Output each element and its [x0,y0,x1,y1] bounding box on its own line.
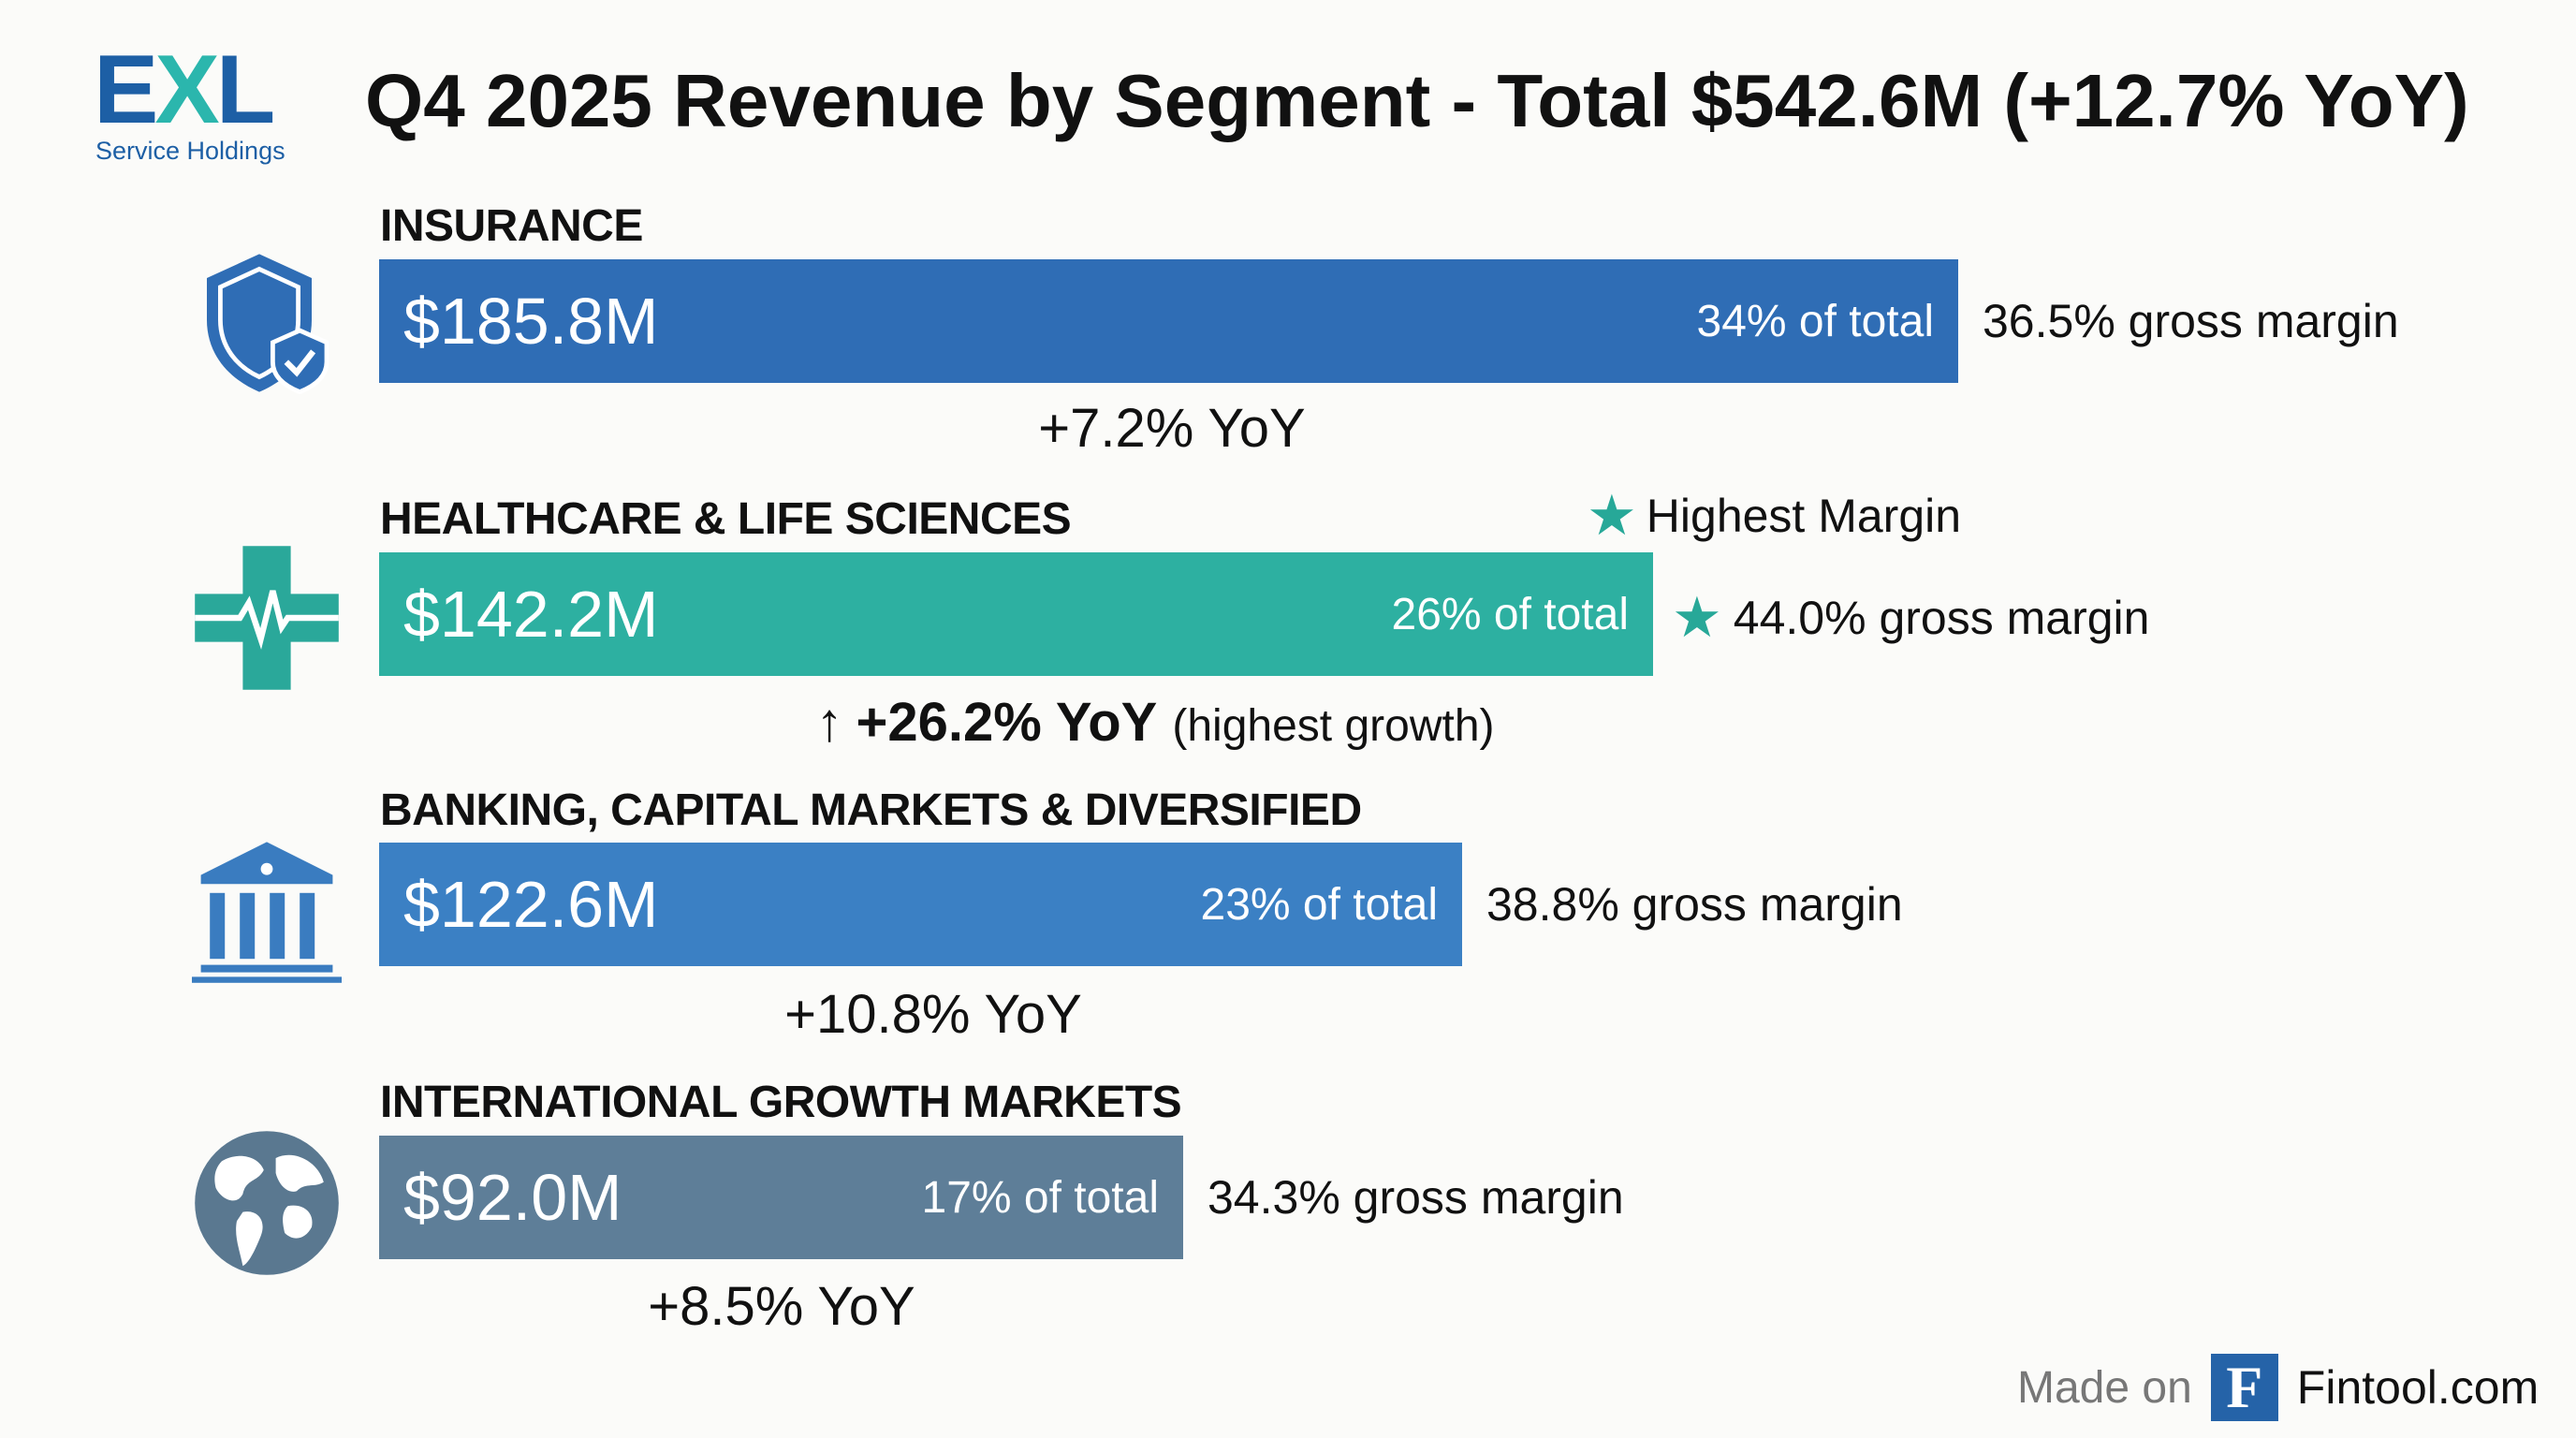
bar-value: $122.6M [403,868,659,941]
bar-international: $92.0M 17% of total [379,1136,1183,1259]
segment-label: INSURANCE [380,201,643,251]
gross-margin: 38.8% gross margin [1486,878,1903,931]
bar-value: $142.2M [403,578,659,651]
footer-attribution: Made on F Fintool.com [2017,1354,2539,1421]
shield-check-icon [207,254,329,395]
segment-label: HEALTHCARE & LIFE SCIENCES [380,494,1072,544]
bar-share: 23% of total [1200,879,1439,930]
fintool-link[interactable]: Fintool.com [2296,1361,2539,1414]
star-icon: ★ [1672,586,1722,649]
bar-value: $92.0M [403,1161,622,1234]
medical-cross-icon [195,546,339,690]
bar-insurance: $185.8M 34% of total [379,259,1958,383]
exl-logo: EXL [94,36,275,144]
chart-title: Q4 2025 Revenue by Segment - Total $542.… [365,59,2469,142]
bar-value: $185.8M [403,285,659,358]
bar-share: 26% of total [1391,589,1630,639]
highest-margin-badge: ★ Highest Margin [1587,484,1962,547]
gross-margin: 36.5% gross margin [1983,295,2399,347]
yoy-growth: ↑ +26.2% YoY (highest growth) [815,692,1495,753]
globe-icon [195,1131,339,1275]
gross-margin: 34.3% gross margin [1208,1171,1624,1224]
logo-subtitle: Service Holdings [95,137,285,165]
yoy-growth: +7.2% YoY [1038,398,1306,459]
bank-icon [192,842,342,983]
gross-margin: ★ 44.0% gross margin [1672,586,2150,649]
bar-share: 17% of total [921,1172,1160,1223]
yoy-growth: +10.8% YoY [784,984,1082,1045]
segment-label: INTERNATIONAL GROWTH MARKETS [380,1078,1182,1127]
yoy-growth: +8.5% YoY [648,1276,915,1337]
star-icon: ★ [1587,484,1637,547]
fintool-logo: F [2210,1354,2278,1421]
bar-banking: $122.6M 23% of total [379,843,1462,966]
segment-label: BANKING, CAPITAL MARKETS & DIVERSIFIED [380,785,1362,835]
bar-healthcare: $142.2M 26% of total [379,552,1653,676]
arrow-up-icon: ↑ [815,692,843,753]
bar-share: 34% of total [1696,296,1935,346]
